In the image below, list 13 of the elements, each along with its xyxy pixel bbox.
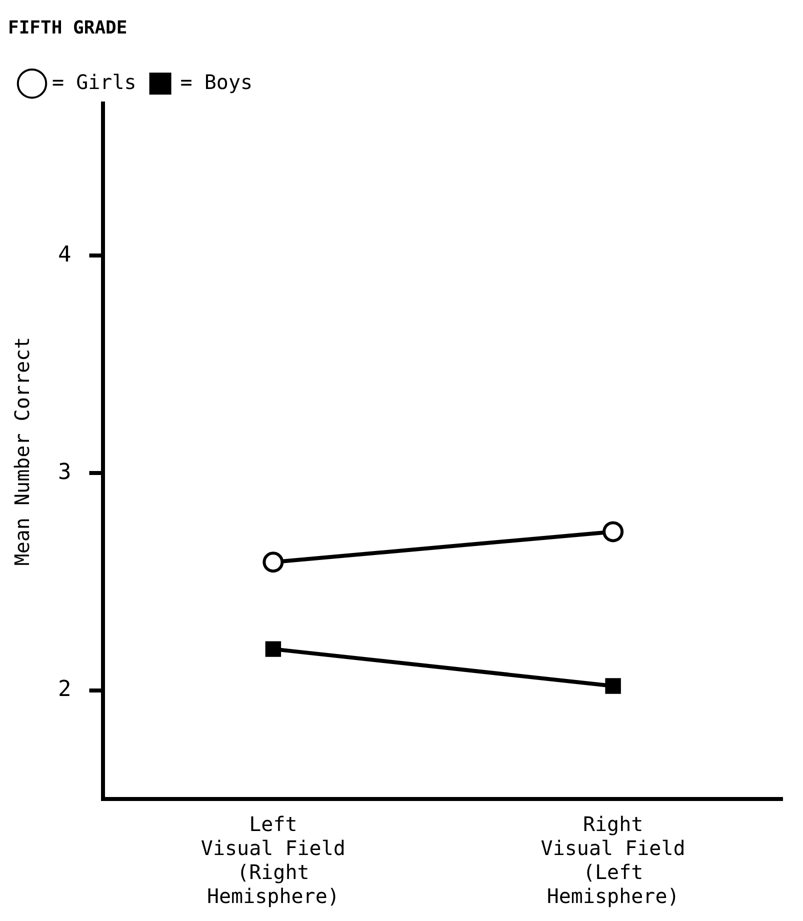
chart-title: FIFTH GRADE <box>8 17 128 38</box>
y-tick-label: 4 <box>58 242 72 268</box>
y-tick-label: 2 <box>58 677 72 702</box>
point <box>262 552 284 573</box>
y-tick-label: 3 <box>58 460 72 485</box>
point <box>605 678 621 694</box>
x-tick-label: Left Visual Field (Right Hemisphere) <box>200 812 346 908</box>
legend-label: = Girls <box>52 70 136 94</box>
point <box>265 641 282 657</box>
legend-label: = Boys <box>180 70 253 94</box>
point <box>602 521 624 542</box>
y-axis-title: Mean Number Correct <box>10 336 34 566</box>
x-tick-label: Right Visual Field (Left Hemisphere) <box>540 812 686 908</box>
